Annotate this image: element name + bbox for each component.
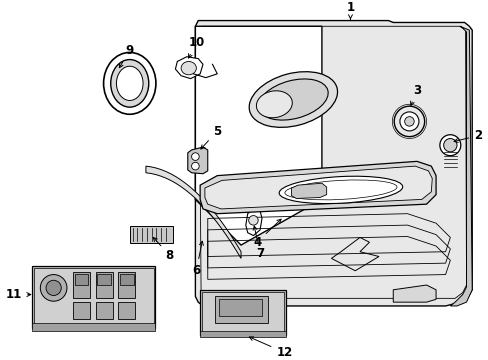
Bar [120,274,133,285]
Bar [215,296,267,323]
Ellipse shape [116,66,143,100]
Bar [202,292,283,334]
Polygon shape [175,57,203,78]
Circle shape [191,153,199,161]
Bar [32,266,155,328]
Text: 9: 9 [119,44,134,68]
Text: 11: 11 [6,288,31,301]
Text: 4: 4 [253,219,281,248]
Ellipse shape [258,79,327,120]
Bar [219,299,262,316]
Ellipse shape [110,59,148,107]
Circle shape [393,106,424,137]
Polygon shape [145,166,241,258]
Text: 6: 6 [192,241,203,277]
Bar [95,302,112,319]
Bar [118,272,135,298]
Ellipse shape [181,62,196,75]
Polygon shape [392,285,435,302]
Circle shape [46,280,61,296]
Polygon shape [449,26,471,306]
Circle shape [443,139,456,152]
Bar [200,331,285,337]
Bar [73,272,90,298]
Polygon shape [291,183,326,198]
Polygon shape [195,21,471,306]
Ellipse shape [285,180,396,200]
Text: 2: 2 [453,129,481,143]
Bar [118,302,135,319]
Ellipse shape [249,72,337,127]
Bar [75,274,88,285]
Circle shape [439,135,460,156]
Text: 1: 1 [346,1,354,19]
Ellipse shape [103,53,156,114]
Ellipse shape [279,176,402,204]
Bar [95,272,112,298]
Text: 8: 8 [153,238,173,262]
Bar [34,268,153,326]
Polygon shape [200,161,435,214]
Bar [200,290,285,336]
Polygon shape [187,147,207,174]
Text: 7: 7 [253,226,264,260]
Ellipse shape [256,91,292,118]
Text: 12: 12 [249,337,292,359]
Circle shape [404,117,413,126]
Bar [73,302,90,319]
Circle shape [40,275,67,301]
Circle shape [248,216,258,225]
Circle shape [399,112,418,131]
Polygon shape [195,26,321,245]
Circle shape [191,162,199,170]
Text: 5: 5 [201,125,221,149]
Bar [32,323,155,331]
Polygon shape [204,166,431,209]
Text: 3: 3 [410,84,420,105]
Bar [129,226,172,243]
Bar [97,274,110,285]
Text: 10: 10 [188,36,204,58]
Polygon shape [245,209,262,235]
